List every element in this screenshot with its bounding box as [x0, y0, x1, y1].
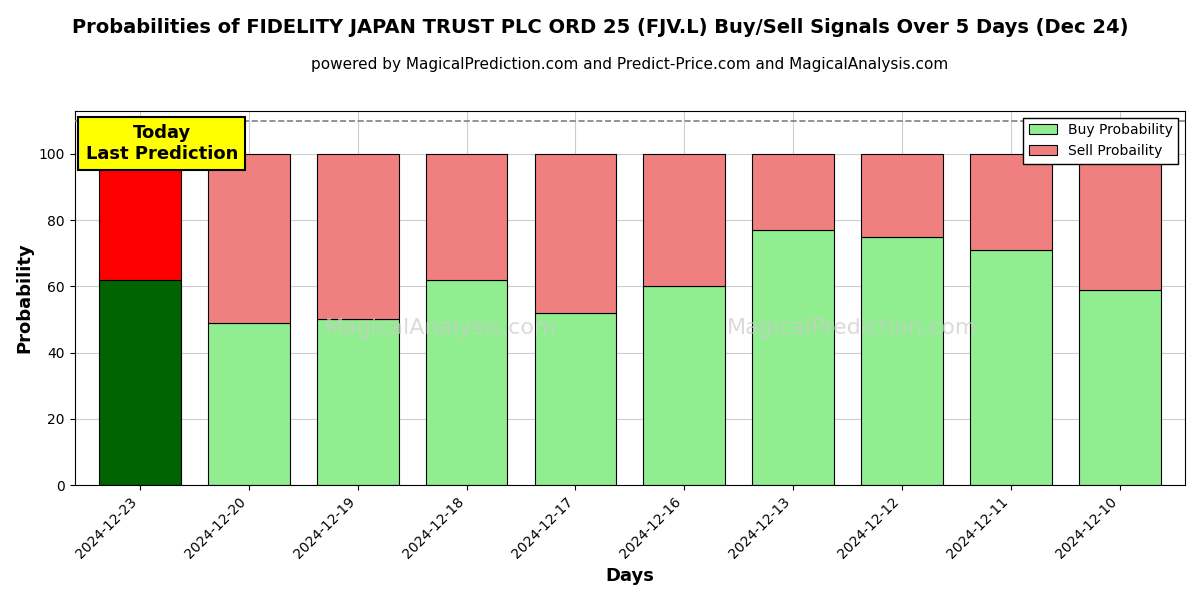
Bar [862, 236, 943, 485]
Bar [643, 286, 725, 485]
Bar [970, 250, 1051, 485]
Title: powered by MagicalPrediction.com and Predict-Price.com and MagicalAnalysis.com: powered by MagicalPrediction.com and Pre… [311, 57, 948, 72]
Y-axis label: Probability: Probability [16, 242, 34, 353]
Text: MagicalAnalysis.com: MagicalAnalysis.com [325, 318, 557, 338]
Bar [752, 230, 834, 485]
Bar [643, 154, 725, 286]
Bar [317, 319, 398, 485]
Bar [970, 154, 1051, 250]
Bar [100, 280, 181, 485]
Legend: Buy Probability, Sell Probaility: Buy Probability, Sell Probaility [1024, 118, 1178, 164]
Bar [534, 313, 617, 485]
Bar [862, 154, 943, 236]
Bar [1079, 154, 1160, 290]
Bar [752, 154, 834, 230]
Text: MagicalPrediction.com: MagicalPrediction.com [727, 318, 977, 338]
Bar [534, 154, 617, 313]
Text: Today
Last Prediction: Today Last Prediction [85, 124, 238, 163]
Bar [100, 154, 181, 280]
Bar [208, 154, 289, 323]
Text: Probabilities of FIDELITY JAPAN TRUST PLC ORD 25 (FJV.L) Buy/Sell Signals Over 5: Probabilities of FIDELITY JAPAN TRUST PL… [72, 18, 1128, 37]
Bar [426, 280, 508, 485]
Bar [426, 154, 508, 280]
Bar [1079, 290, 1160, 485]
X-axis label: Days: Days [605, 567, 654, 585]
Bar [317, 154, 398, 319]
Bar [208, 323, 289, 485]
